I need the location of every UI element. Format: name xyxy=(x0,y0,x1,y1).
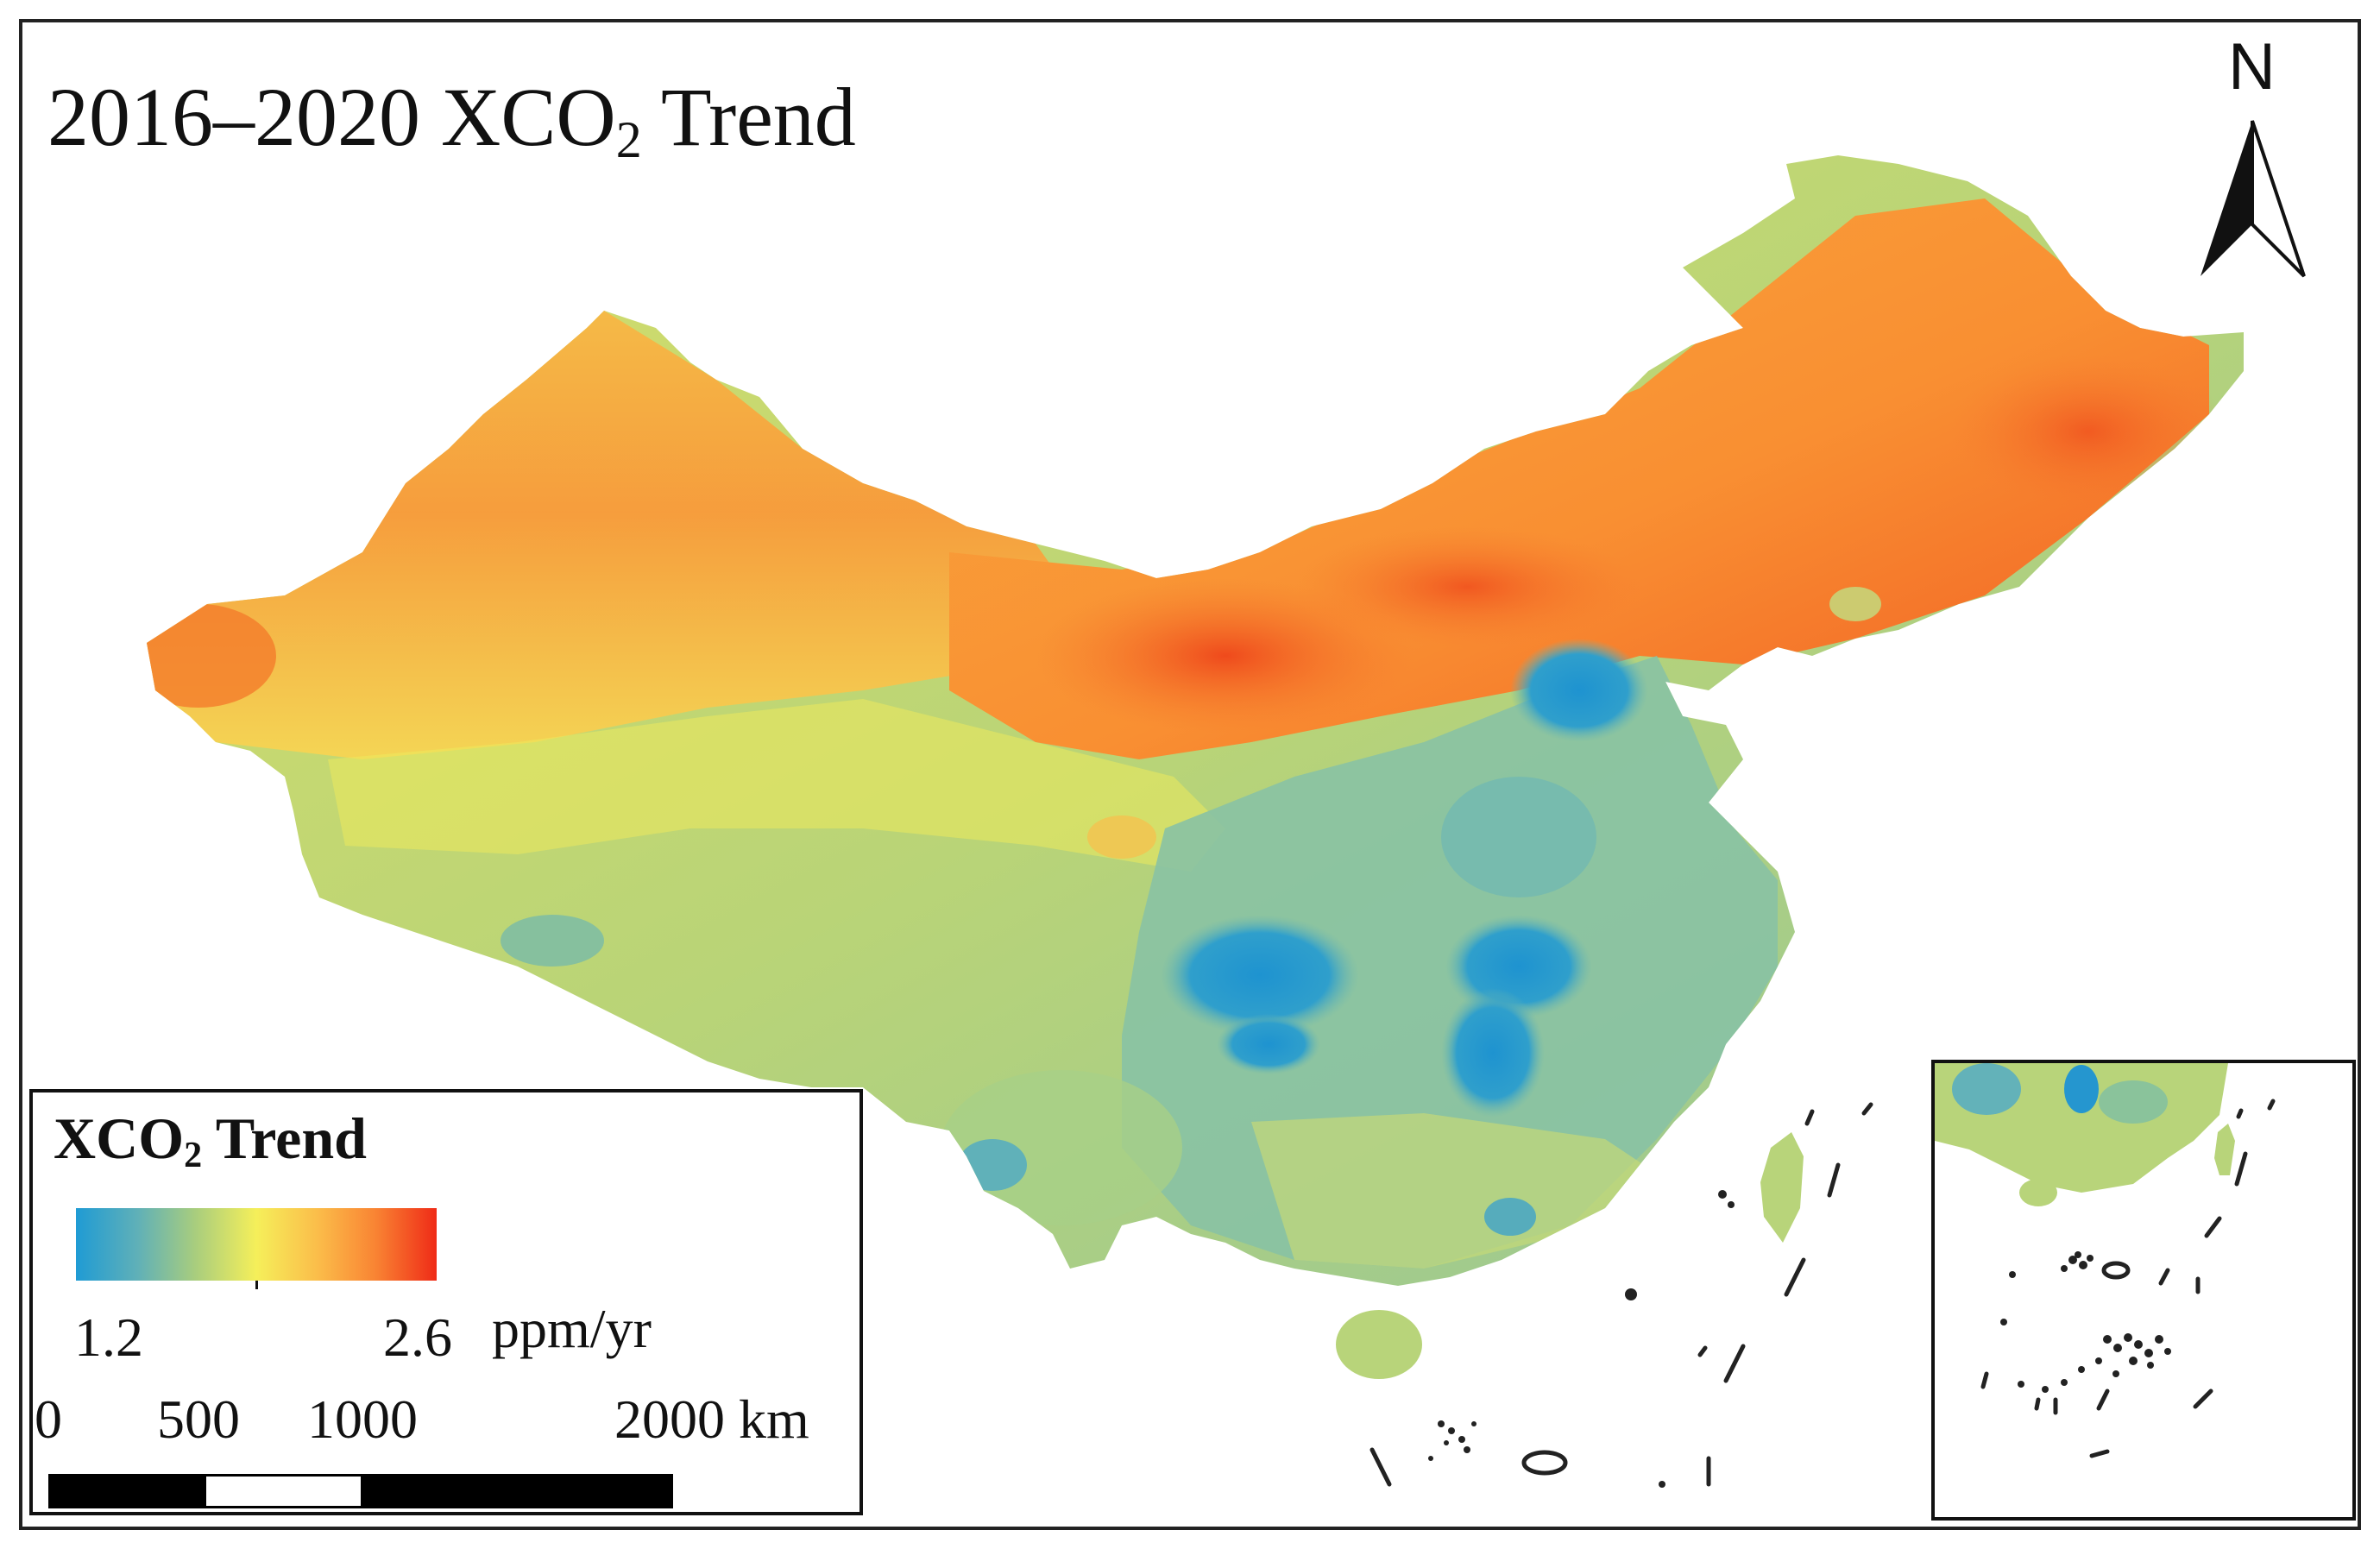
taiwan-island xyxy=(1760,1132,1804,1243)
scale-segment-0 xyxy=(51,1477,206,1506)
plateau-high-spot xyxy=(1087,815,1156,859)
color-ramp-tick xyxy=(255,1281,258,1289)
low-trend-central-2 xyxy=(1441,988,1545,1118)
island-dots xyxy=(1428,1190,1735,1488)
inset-map xyxy=(1935,1063,2276,1458)
scale-label-2000: 2000 km xyxy=(614,1388,809,1450)
northeast-low-spot xyxy=(1829,587,1881,621)
scale-label-1000: 1000 xyxy=(307,1388,418,1450)
high-trend-core-3 xyxy=(1950,354,2226,509)
south-china-sea-inset xyxy=(1931,1060,2356,1521)
scale-segment-1 xyxy=(205,1477,361,1506)
low-trend-north-plain xyxy=(1510,639,1648,742)
low-trend-sichuan-2 xyxy=(1217,1014,1320,1074)
scale-bar xyxy=(48,1474,673,1508)
legend-unit: ppm/yr xyxy=(492,1298,652,1359)
transition-band xyxy=(328,699,1225,872)
region-south xyxy=(1251,1113,1657,1269)
map-title: 2016–2020 XCO2 Trend xyxy=(47,71,856,168)
legend-max-label: 2.6 xyxy=(383,1307,452,1368)
region-west-tip xyxy=(147,604,276,708)
scale-label-0: 0 xyxy=(35,1388,62,1450)
high-trend-core-2 xyxy=(1294,526,1640,647)
map-frame xyxy=(19,19,2361,1530)
low-trend-pearl-delta xyxy=(1484,1198,1536,1236)
low-trend-yunnan xyxy=(958,1139,1027,1191)
atoll xyxy=(1521,1450,1568,1476)
low-trend-sichuan xyxy=(1161,915,1359,1036)
color-ramp xyxy=(76,1208,437,1281)
legend-box xyxy=(29,1089,863,1515)
hainan-island xyxy=(1336,1310,1422,1379)
north-arrow-icon xyxy=(2201,120,2306,278)
nine-dash-line xyxy=(1369,1102,1873,1487)
legend-min-label: 1.2 xyxy=(74,1307,143,1368)
legend-title: XCO2 Trend xyxy=(54,1105,367,1175)
north-label: N xyxy=(2228,30,2276,104)
plateau-low-spot xyxy=(501,915,604,967)
region-northwest xyxy=(147,311,1079,759)
scale-segment-2 xyxy=(361,1477,671,1506)
low-trend-plain-2 xyxy=(1441,777,1596,897)
scale-label-500: 500 xyxy=(157,1388,240,1450)
